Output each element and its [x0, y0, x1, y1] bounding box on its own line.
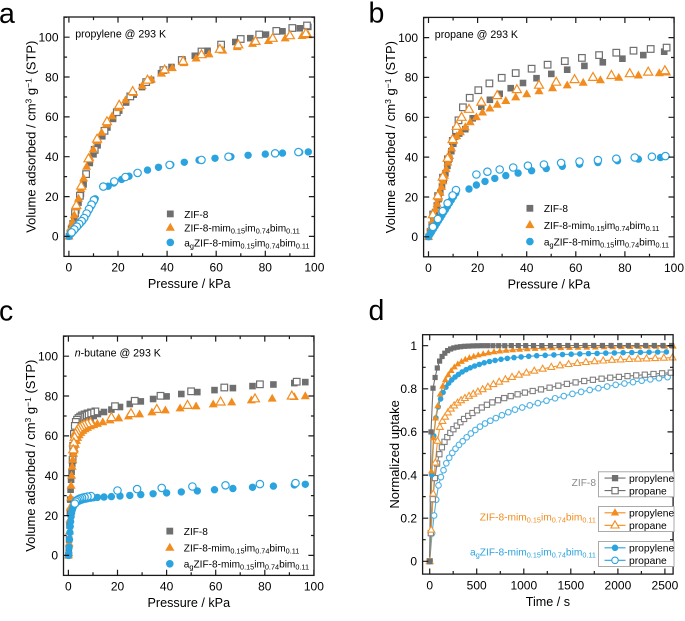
svg-text:0: 0	[425, 261, 432, 275]
svg-text:Pressure / kPa: Pressure / kPa	[508, 278, 591, 292]
svg-text:100: 100	[304, 579, 324, 593]
svg-text:100: 100	[38, 350, 58, 364]
svg-text:propane: propane	[629, 556, 667, 567]
svg-text:60: 60	[405, 111, 419, 125]
svg-text:0: 0	[66, 260, 73, 274]
svg-text:2500: 2500	[652, 578, 679, 592]
svg-text:Pressure / kPa: Pressure / kPa	[148, 277, 231, 291]
svg-text:ZIF-8: ZIF-8	[544, 204, 568, 215]
svg-text:a: a	[0, 0, 15, 30]
svg-text:0: 0	[52, 230, 59, 244]
svg-text:20: 20	[471, 261, 485, 275]
svg-text:1: 1	[410, 339, 417, 353]
svg-text:0.6: 0.6	[400, 425, 417, 439]
svg-text:n-butane @ 293 K: n-butane @ 293 K	[75, 348, 161, 360]
svg-text:Time / s: Time / s	[526, 595, 570, 609]
svg-text:80: 80	[258, 579, 272, 593]
svg-text:ZIF-8: ZIF-8	[572, 478, 597, 489]
svg-text:ZIF-8-mim0.15im0.74bim0.11: ZIF-8-mim0.15im0.74bim0.11	[184, 544, 300, 556]
svg-text:0: 0	[411, 230, 418, 244]
svg-text:40: 40	[160, 579, 174, 593]
svg-text:80: 80	[618, 261, 632, 275]
svg-text:1500: 1500	[557, 578, 584, 592]
svg-text:100: 100	[664, 261, 684, 275]
svg-text:0: 0	[51, 549, 58, 563]
svg-text:40: 40	[45, 150, 59, 164]
svg-text:0.8: 0.8	[400, 382, 417, 396]
svg-text:2000: 2000	[605, 578, 632, 592]
svg-text:80: 80	[45, 70, 59, 84]
svg-text:100: 100	[304, 260, 324, 274]
svg-text:0: 0	[65, 579, 72, 593]
svg-text:20: 20	[111, 260, 125, 274]
svg-text:500: 500	[467, 578, 487, 592]
svg-text:ZIF-8-mim0.15im0.74bim0.11: ZIF-8-mim0.15im0.74bim0.11	[184, 224, 300, 236]
svg-text:b: b	[369, 0, 385, 30]
svg-text:100: 100	[398, 31, 418, 45]
svg-text:80: 80	[45, 389, 59, 403]
svg-text:100: 100	[38, 31, 58, 45]
svg-text:80: 80	[405, 71, 419, 85]
svg-text:0: 0	[410, 555, 417, 569]
svg-text:agZIF-8-mim0.15im0.74bim0.11: agZIF-8-mim0.15im0.74bim0.11	[184, 238, 309, 250]
svg-text:60: 60	[45, 429, 59, 443]
svg-text:60: 60	[45, 110, 59, 124]
svg-text:agZIF-8-mim0.15im0.74bim0.11: agZIF-8-mim0.15im0.74bim0.11	[184, 560, 309, 572]
svg-text:20: 20	[405, 190, 419, 204]
svg-text:propylene: propylene	[629, 474, 674, 485]
svg-text:Normalized uptake: Normalized uptake	[387, 400, 402, 508]
svg-text:40: 40	[520, 261, 534, 275]
svg-text:80: 80	[259, 260, 273, 274]
svg-text:40: 40	[405, 150, 419, 164]
svg-text:0.4: 0.4	[400, 468, 417, 482]
svg-text:propylene: propylene	[629, 544, 674, 555]
svg-text:ZIF-8: ZIF-8	[184, 527, 208, 538]
svg-text:c: c	[0, 295, 13, 327]
svg-text:propylene: propylene	[629, 509, 674, 520]
svg-text:60: 60	[569, 261, 583, 275]
svg-text:40: 40	[45, 469, 59, 483]
svg-text:60: 60	[210, 260, 224, 274]
svg-text:propane: propane	[629, 487, 667, 498]
svg-text:d: d	[369, 295, 385, 327]
svg-text:20: 20	[45, 509, 59, 523]
svg-text:agZIF-8-mim0.15im0.74bim0.11: agZIF-8-mim0.15im0.74bim0.11	[470, 548, 596, 560]
svg-text:40: 40	[160, 260, 174, 274]
svg-text:Volume adsorbed / cm3 g−1 (STP: Volume adsorbed / cm3 g−1 (STP)	[383, 41, 398, 233]
svg-text:Volume adsorbed / cm3 g−1 (STP: Volume adsorbed / cm3 g−1 (STP)	[23, 360, 38, 552]
svg-text:ZIF-8-mim0.15im0.74bim0.11: ZIF-8-mim0.15im0.74bim0.11	[544, 221, 660, 233]
svg-text:0: 0	[426, 578, 433, 592]
svg-text:Volume adsorbed / cm3 g−1 (STP: Volume adsorbed / cm3 g−1 (STP)	[24, 41, 39, 233]
svg-text:20: 20	[111, 579, 125, 593]
svg-text:ZIF-8-mim0.15im0.74bim0.11: ZIF-8-mim0.15im0.74bim0.11	[480, 513, 596, 525]
svg-text:propylene @ 293 K: propylene @ 293 K	[75, 29, 166, 41]
svg-text:60: 60	[209, 579, 223, 593]
svg-text:propane @ 293 K: propane @ 293 K	[435, 29, 518, 41]
svg-text:20: 20	[45, 190, 59, 204]
svg-text:Pressure / kPa: Pressure / kPa	[148, 596, 231, 610]
svg-text:1000: 1000	[510, 578, 537, 592]
svg-text:ZIF-8: ZIF-8	[184, 210, 208, 221]
svg-text:agZIF-8-mim0.15im0.74bim0.11: agZIF-8-mim0.15im0.74bim0.11	[544, 238, 669, 250]
svg-text:propane: propane	[629, 521, 667, 532]
svg-text:0.2: 0.2	[400, 512, 417, 526]
